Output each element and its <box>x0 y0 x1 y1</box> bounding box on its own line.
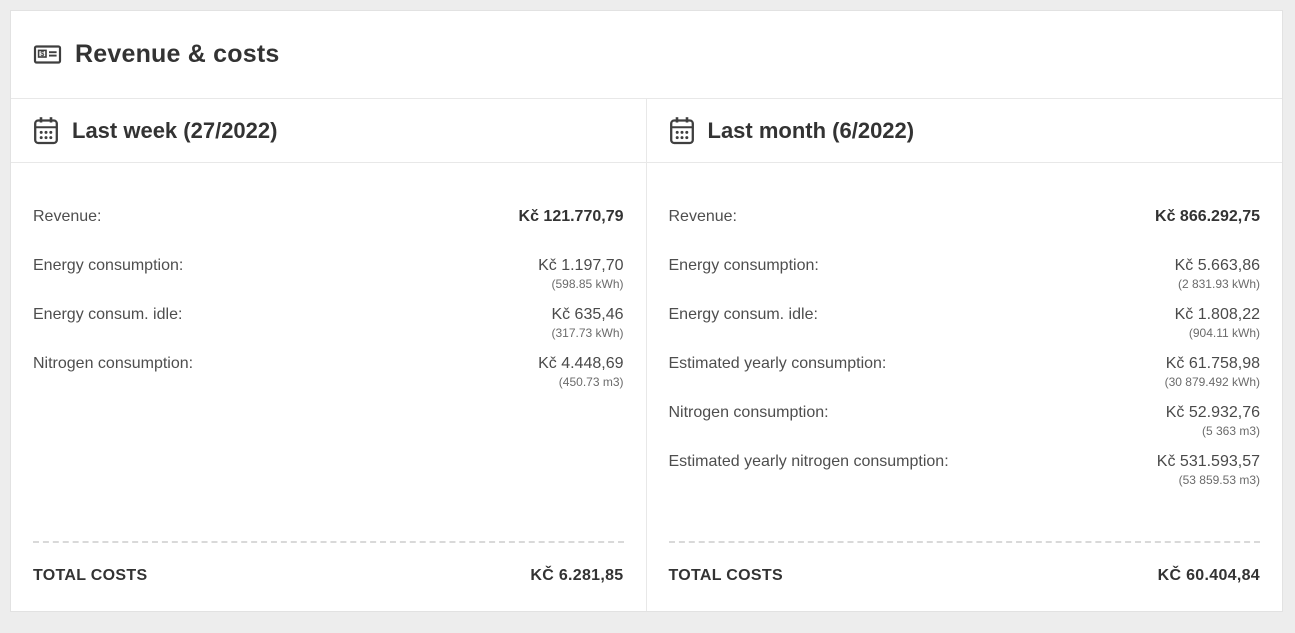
stat-value: Kč 121.770,79 <box>518 208 624 225</box>
stat-value: Kč 4.448,69 <box>538 355 624 372</box>
total-costs-label: TOTAL COSTS <box>668 567 783 584</box>
stat-row-energy-idle: Energy consum. idle: Kč 635,46 (317.73 k… <box>33 305 624 341</box>
stat-sub-value: (598.85 kWh) <box>551 277 624 291</box>
stat-sub-value: (904.11 kWh) <box>1188 326 1260 340</box>
last-week-header: Last week (27/2022) <box>11 99 646 163</box>
panel-title: Revenue & costs <box>75 40 280 68</box>
stat-label: Revenue: <box>33 208 102 225</box>
stat-row-estimated-yearly-consumption: Estimated yearly consumption: Kč 61.758,… <box>669 354 1261 390</box>
stat-row-revenue: Revenue: Kč 866.292,75 <box>669 207 1261 243</box>
stat-row-energy-consumption: Energy consumption: Kč 5.663,86 (2 831.9… <box>669 256 1261 292</box>
stat-label: Energy consum. idle: <box>33 306 183 323</box>
stat-value: Kč 866.292,75 <box>1155 208 1260 225</box>
total-costs-label: TOTAL COSTS <box>33 567 148 584</box>
dashed-divider <box>33 541 624 543</box>
stat-sub-value <box>1155 227 1260 243</box>
stat-label: Energy consumption: <box>33 257 184 274</box>
last-month-footer: TOTAL COSTS KČ 60.404,84 <box>668 541 1261 611</box>
stat-sub-value: (5 363 m3) <box>1201 424 1260 438</box>
total-costs-value: KČ 6.281,85 <box>530 567 624 584</box>
stat-label: Energy consum. idle: <box>668 306 818 323</box>
last-week-body: Revenue: Kč 121.770,79 Energy consumptio… <box>11 163 646 541</box>
stat-row-energy-idle: Energy consum. idle: Kč 1.808,22 (904.11… <box>669 305 1261 341</box>
stat-value: Kč 5.663,86 <box>1174 257 1260 274</box>
stat-value: Kč 635,46 <box>551 306 624 323</box>
column-last-month: Last month (6/2022) Revenue: Kč 866.292,… <box>646 99 1283 611</box>
stat-sub-value: (30 879.492 kWh) <box>1164 375 1260 389</box>
last-week-title: Last week (27/2022) <box>72 117 278 143</box>
stat-row-estimated-yearly-nitrogen: Estimated yearly nitrogen consumption: K… <box>669 452 1261 488</box>
stat-label: Nitrogen consumption: <box>668 404 829 421</box>
stat-value: Kč 52.932,76 <box>1165 404 1260 421</box>
money-check-icon: $ <box>33 44 62 65</box>
stat-sub-value: (450.73 m3) <box>558 375 624 389</box>
last-month-body: Revenue: Kč 866.292,75 Energy consumptio… <box>647 163 1283 541</box>
calendar-icon <box>33 116 59 146</box>
dashed-divider <box>668 541 1260 543</box>
stat-value: Kč 1.197,70 <box>538 257 624 274</box>
total-costs-row: TOTAL COSTS KČ 60.404,84 <box>669 543 1261 611</box>
stat-label: Nitrogen consumption: <box>33 355 194 372</box>
stat-sub-value: (2 831.93 kWh) <box>1177 277 1260 291</box>
stat-label: Estimated yearly nitrogen consumption: <box>668 453 949 470</box>
stat-sub-value: (317.73 kWh) <box>551 326 624 340</box>
stat-value: Kč 531.593,57 <box>1156 453 1260 470</box>
stat-row-revenue: Revenue: Kč 121.770,79 <box>33 207 624 243</box>
svg-text:$: $ <box>40 51 44 58</box>
column-last-week: Last week (27/2022) Revenue: Kč 121.770,… <box>11 99 647 611</box>
stat-row-nitrogen: Nitrogen consumption: Kč 52.932,76 (5 36… <box>669 403 1261 439</box>
stat-sub-value <box>519 227 624 243</box>
stat-label: Estimated yearly consumption: <box>668 355 887 372</box>
calendar-icon <box>669 116 695 146</box>
revenue-costs-panel: $ Revenue & costs <box>10 10 1283 612</box>
last-week-footer: TOTAL COSTS KČ 6.281,85 <box>33 541 624 611</box>
stat-value: Kč 61.758,98 <box>1165 355 1260 372</box>
panel-header: $ Revenue & costs <box>11 11 1282 99</box>
panel-columns: Last week (27/2022) Revenue: Kč 121.770,… <box>11 99 1282 611</box>
last-month-header: Last month (6/2022) <box>646 99 1282 163</box>
stat-row-nitrogen: Nitrogen consumption: Kč 4.448,69 (450.7… <box>33 354 624 390</box>
stat-row-energy-consumption: Energy consumption: Kč 1.197,70 (598.85 … <box>33 256 624 292</box>
stat-label: Energy consumption: <box>668 257 819 274</box>
total-costs-value: KČ 60.404,84 <box>1157 567 1260 584</box>
stat-value: Kč 1.808,22 <box>1174 306 1260 323</box>
stat-sub-value: (53 859.53 m3) <box>1178 473 1260 487</box>
last-month-title: Last month (6/2022) <box>707 117 915 143</box>
total-costs-row: TOTAL COSTS KČ 6.281,85 <box>33 543 624 611</box>
stat-label: Revenue: <box>668 208 738 225</box>
